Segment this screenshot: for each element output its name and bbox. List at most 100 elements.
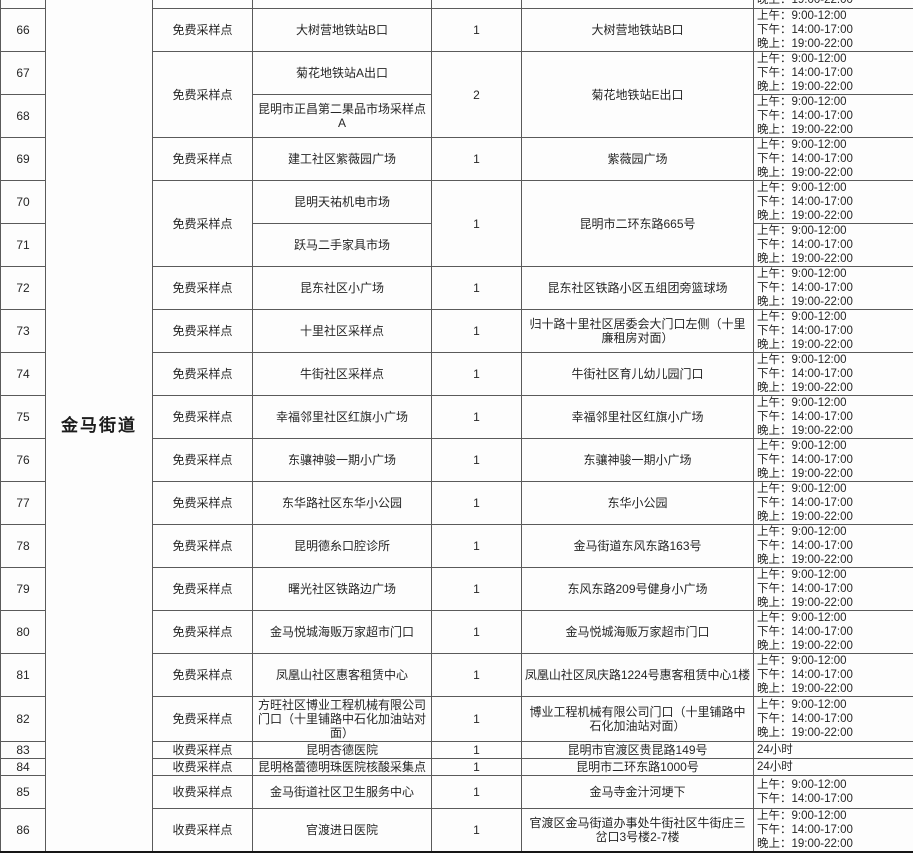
site-name-cell: 牛街社区采样点 bbox=[253, 353, 432, 396]
site-name-cell: 建工社区紫薇园广场 bbox=[253, 138, 432, 181]
type-cell: 免费采样点 bbox=[153, 697, 253, 742]
time-cell: 上午：9:00-12:00 下午：14:00-17:00 晚上：19:00-22… bbox=[754, 353, 913, 396]
row-number-cell: 85 bbox=[1, 776, 46, 809]
row-number-cell: 79 bbox=[1, 568, 46, 611]
row-number-cell: 82 bbox=[1, 697, 46, 742]
address-cell: 紫薇园广场 bbox=[522, 138, 754, 181]
address-cell: 凤凰山社区凤庆路1224号惠客租赁中心1楼 bbox=[522, 654, 754, 697]
time-cell: 上午：9:00-12:00 下午：14:00-17:00 晚上：19:00-22… bbox=[754, 267, 913, 310]
time-cell: 上午：9:00-12:00 下午：14:00-17:00 晚上：19:00-22… bbox=[754, 611, 913, 654]
time-cell: 上午：9:00-12:00 下午：14:00-17:00 晚上：19:00-22… bbox=[754, 9, 913, 52]
table-row-partial: 金马街道 晚上：19:00-22:00 bbox=[1, 0, 913, 9]
row-number-cell: 67 bbox=[1, 52, 46, 95]
time-cell: 上午：9:00-12:00 下午：14:00-17:00 晚上：19:00-22… bbox=[754, 138, 913, 181]
time-cell: 上午：9:00-12:00 下午：14:00-17:00 晚上：19:00-22… bbox=[754, 482, 913, 525]
time-cell: 上午：9:00-12:00 下午：14:00-17:00 晚上：19:00-22… bbox=[754, 525, 913, 568]
address-cell: 昆明市官渡区贵昆路149号 bbox=[522, 742, 754, 759]
count-cell: 1 bbox=[432, 611, 522, 654]
count-cell: 1 bbox=[432, 759, 522, 776]
address-cell bbox=[522, 0, 754, 9]
row-number-cell bbox=[1, 0, 46, 9]
site-name-cell: 昆明杏德医院 bbox=[253, 742, 432, 759]
address-cell: 东风东路209号健身小广场 bbox=[522, 568, 754, 611]
row-number-cell: 77 bbox=[1, 482, 46, 525]
site-name-cell: 东华路社区东华小公园 bbox=[253, 482, 432, 525]
time-cell: 晚上：19:00-22:00 bbox=[754, 0, 913, 9]
type-cell: 免费采样点 bbox=[153, 52, 253, 138]
time-cell: 上午：9:00-12:00 下午：14:00-17:00 bbox=[754, 776, 913, 809]
address-cell: 博业工程机械有限公司门口（十里铺路中石化加油站对面） bbox=[522, 697, 754, 742]
count-cell: 1 bbox=[432, 568, 522, 611]
site-name-cell: 曙光社区铁路边广场 bbox=[253, 568, 432, 611]
type-cell: 收费采样点 bbox=[153, 776, 253, 809]
count-cell: 1 bbox=[432, 742, 522, 759]
time-cell: 上午：9:00-12:00 下午：14:00-17:00 晚上：19:00-22… bbox=[754, 95, 913, 138]
address-cell: 东骧神骏一期小广场 bbox=[522, 439, 754, 482]
row-number-cell: 86 bbox=[1, 809, 46, 853]
address-cell: 归十路十里社区居委会大门口左侧（十里廉租房对面） bbox=[522, 310, 754, 353]
site-name-cell: 大树营地铁站B口 bbox=[253, 9, 432, 52]
row-number-cell: 76 bbox=[1, 439, 46, 482]
count-cell: 1 bbox=[432, 525, 522, 568]
site-name-cell: 昆明德糸口腔诊所 bbox=[253, 525, 432, 568]
row-number-cell: 66 bbox=[1, 9, 46, 52]
count-cell: 1 bbox=[432, 267, 522, 310]
type-cell: 收费采样点 bbox=[153, 759, 253, 776]
count-cell: 1 bbox=[432, 310, 522, 353]
count-cell: 2 bbox=[432, 52, 522, 138]
type-cell bbox=[153, 0, 253, 9]
row-number-cell: 74 bbox=[1, 353, 46, 396]
address-cell: 牛街社区育儿幼儿园门口 bbox=[522, 353, 754, 396]
time-cell: 上午：9:00-12:00 下午：14:00-17:00 晚上：19:00-22… bbox=[754, 224, 913, 267]
address-cell: 菊花地铁站E出口 bbox=[522, 52, 754, 138]
time-cell: 上午：9:00-12:00 下午：14:00-17:00 晚上：19:00-22… bbox=[754, 439, 913, 482]
address-cell: 金马寺金汁河埂下 bbox=[522, 776, 754, 809]
count-cell: 1 bbox=[432, 9, 522, 52]
site-name-cell bbox=[253, 0, 432, 9]
address-cell: 官渡区金马街道办事处牛街社区牛街庄三岔口3号楼2-7楼 bbox=[522, 809, 754, 853]
street-name-label: 金马街道 bbox=[61, 416, 137, 435]
address-cell: 昆东社区铁路小区五组团旁篮球场 bbox=[522, 267, 754, 310]
type-cell: 免费采样点 bbox=[153, 654, 253, 697]
count-cell: 1 bbox=[432, 809, 522, 853]
site-name-cell: 幸福邻里社区红旗小广场 bbox=[253, 396, 432, 439]
time-cell: 上午：9:00-12:00 下午：14:00-17:00 晚上：19:00-22… bbox=[754, 568, 913, 611]
time-cell: 上午：9:00-12:00 下午：14:00-17:00 晚上：19:00-22… bbox=[754, 809, 913, 853]
address-cell: 幸福邻里社区红旗小广场 bbox=[522, 396, 754, 439]
time-cell: 24小时 bbox=[754, 759, 913, 776]
row-number-cell: 68 bbox=[1, 95, 46, 138]
row-number-cell: 75 bbox=[1, 396, 46, 439]
site-name-cell: 东骧神骏一期小广场 bbox=[253, 439, 432, 482]
row-number-cell: 83 bbox=[1, 742, 46, 759]
address-cell: 东华小公园 bbox=[522, 482, 754, 525]
count-cell: 1 bbox=[432, 439, 522, 482]
type-cell: 免费采样点 bbox=[153, 181, 253, 267]
row-number-cell: 69 bbox=[1, 138, 46, 181]
site-name-cell: 昆明市正昌第二果品市场采样点A bbox=[253, 95, 432, 138]
count-cell: 1 bbox=[432, 482, 522, 525]
type-cell: 免费采样点 bbox=[153, 611, 253, 654]
clipped-time: 晚上：19:00-22:00 bbox=[754, 0, 913, 8]
count-cell: 1 bbox=[432, 654, 522, 697]
row-number-cell: 72 bbox=[1, 267, 46, 310]
row-number-cell: 73 bbox=[1, 310, 46, 353]
site-name-cell: 跃马二手家具市场 bbox=[253, 224, 432, 267]
type-cell: 免费采样点 bbox=[153, 396, 253, 439]
row-number-cell: 80 bbox=[1, 611, 46, 654]
address-cell: 昆明市二环东路665号 bbox=[522, 181, 754, 267]
type-cell: 免费采样点 bbox=[153, 439, 253, 482]
count-cell: 1 bbox=[432, 138, 522, 181]
type-cell: 免费采样点 bbox=[153, 568, 253, 611]
time-cell: 上午：9:00-12:00 下午：14:00-17:00 晚上：19:00-22… bbox=[754, 396, 913, 439]
time-cell: 24小时 bbox=[754, 742, 913, 759]
count-cell: 1 bbox=[432, 353, 522, 396]
address-cell: 昆明市二环东路1000号 bbox=[522, 759, 754, 776]
type-cell: 免费采样点 bbox=[153, 525, 253, 568]
time-cell: 上午：9:00-12:00 下午：14:00-17:00 晚上：19:00-22… bbox=[754, 181, 913, 224]
count-cell: 1 bbox=[432, 697, 522, 742]
type-cell: 免费采样点 bbox=[153, 310, 253, 353]
time-cell: 上午：9:00-12:00 下午：14:00-17:00 晚上：19:00-22… bbox=[754, 310, 913, 353]
type-cell: 免费采样点 bbox=[153, 9, 253, 52]
address-cell: 金马悦城海贩万家超市门口 bbox=[522, 611, 754, 654]
